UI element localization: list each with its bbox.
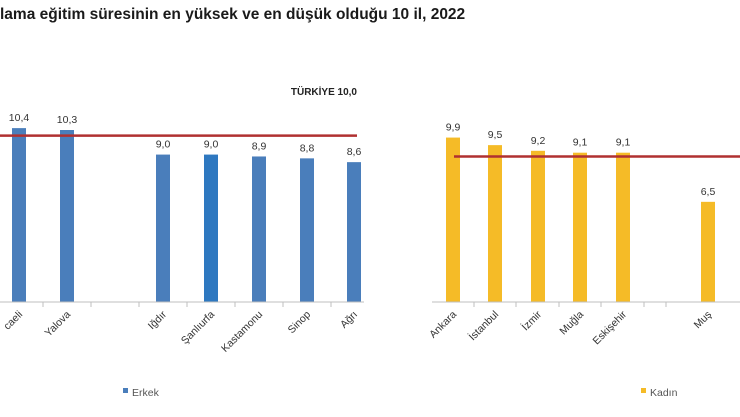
value-label: 8,6 xyxy=(347,146,362,158)
category-label: Muş xyxy=(692,309,715,332)
bar-Şanlıurfa xyxy=(204,154,218,302)
category-label: caeli xyxy=(1,309,25,333)
value-label: 8,8 xyxy=(300,142,315,154)
bar-İzmir xyxy=(531,150,545,302)
value-label: 10,4 xyxy=(9,112,30,124)
legend-swatch xyxy=(123,388,128,393)
reference-line-label: TÜRKİYE 10,0 xyxy=(291,85,358,98)
bar-Ankara xyxy=(446,137,460,302)
bar-caeli xyxy=(12,128,26,302)
legend-label: Erkek xyxy=(132,387,160,399)
value-label: 9,2 xyxy=(531,135,546,147)
value-label: 9,0 xyxy=(156,139,171,151)
bar-Kastamonu xyxy=(252,156,266,302)
bar-Iğdır xyxy=(156,154,170,302)
category-label: Yalova xyxy=(42,309,73,340)
value-label: 9,0 xyxy=(204,139,219,151)
bar-Ağrı xyxy=(347,162,361,302)
category-label: Şanlıurfa xyxy=(179,309,217,347)
legend-label: Kadın xyxy=(650,387,678,399)
category-label: Muğla xyxy=(557,309,586,338)
category-label: Iğdır xyxy=(146,308,170,332)
value-label: 9,9 xyxy=(446,122,461,134)
chart-title: lama eğitim süresinin en yüksek ve en dü… xyxy=(0,6,466,23)
legend-swatch xyxy=(641,388,646,393)
bar-İstanbul xyxy=(488,145,502,302)
value-label: 8,9 xyxy=(252,140,267,152)
category-label: Kastamonu xyxy=(219,309,265,355)
value-label: 10,3 xyxy=(57,114,78,126)
category-label: Sinop xyxy=(286,309,314,337)
value-label: 9,1 xyxy=(616,137,631,149)
category-label: Ağrı xyxy=(338,309,360,331)
category-label: İzmir xyxy=(519,308,545,334)
value-label: 9,5 xyxy=(488,129,503,141)
value-label: 6,5 xyxy=(701,186,716,198)
bar-Yalova xyxy=(60,130,74,302)
bar-Sinop xyxy=(300,158,314,302)
bar-Eskişehir xyxy=(616,152,630,302)
category-label: Eskişehir xyxy=(591,308,630,347)
category-label: Ankara xyxy=(427,309,459,341)
value-label: 9,1 xyxy=(573,137,588,149)
bar-Muş xyxy=(701,201,715,302)
bar-Muğla xyxy=(573,152,587,302)
category-label: İstanbul xyxy=(466,308,501,343)
